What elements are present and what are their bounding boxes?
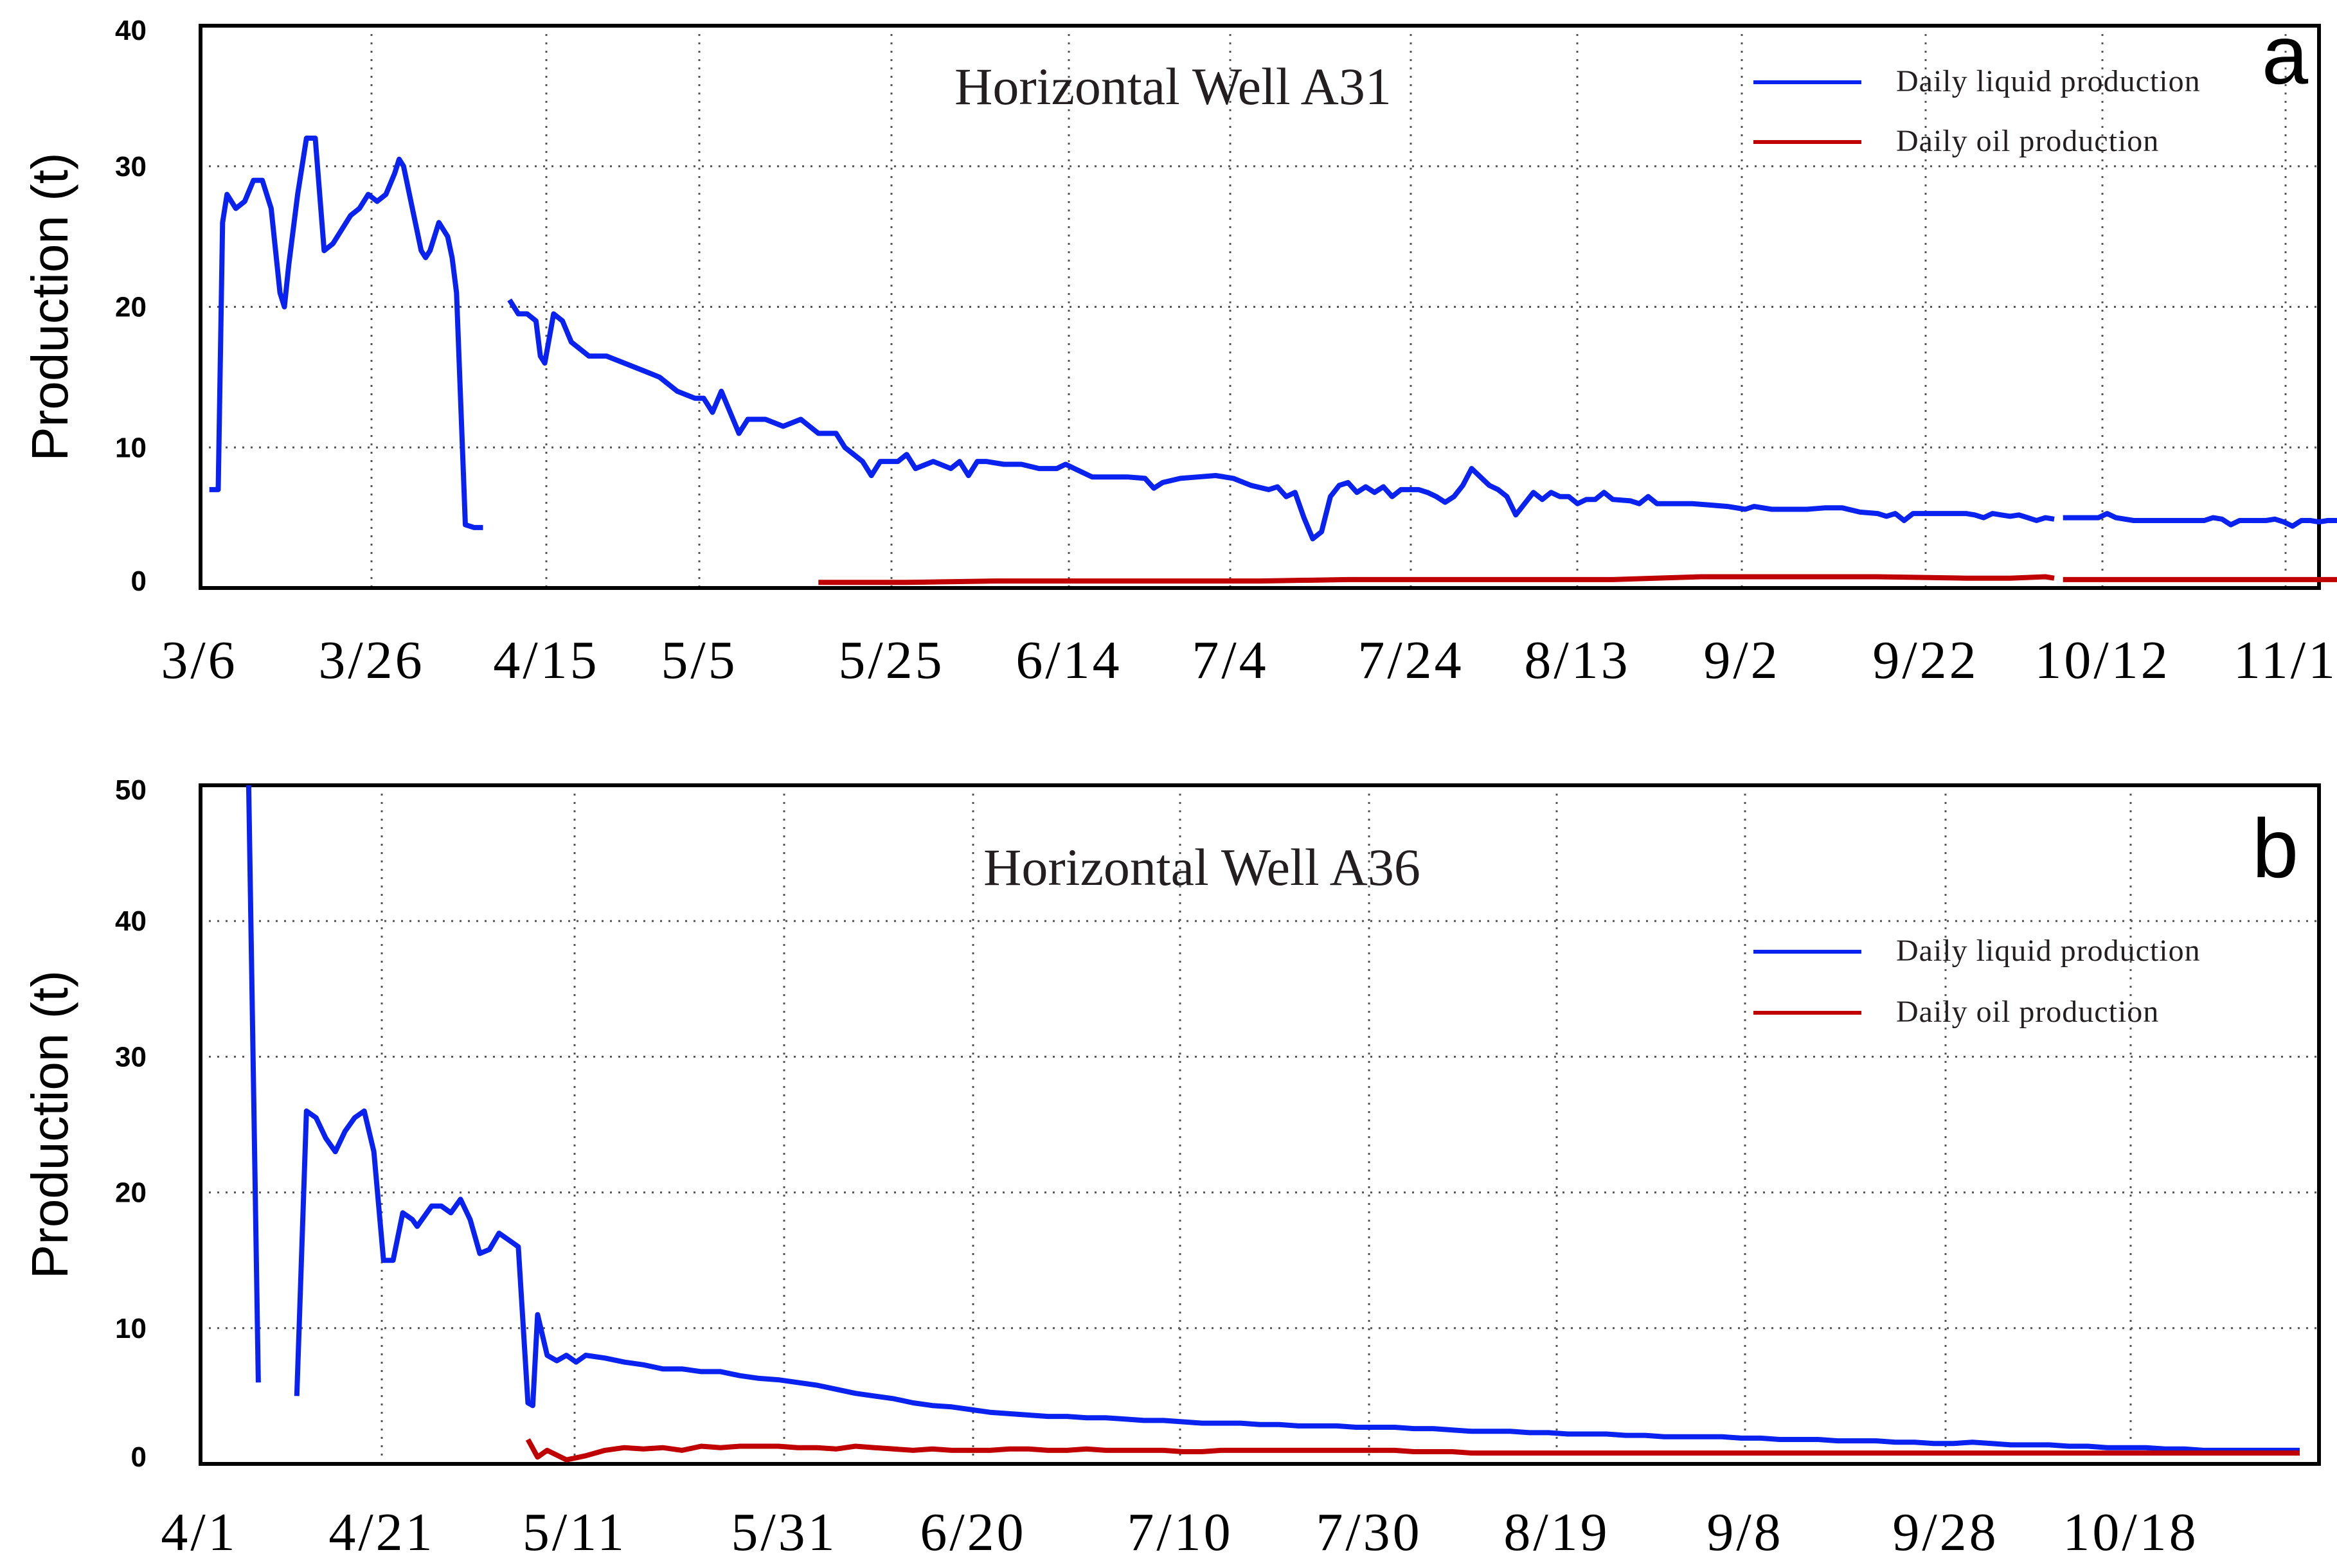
x-tick-label: 7/4: [1192, 630, 1268, 690]
x-tick-label: 3/6: [161, 630, 237, 690]
legend-label: Daily liquid production: [1896, 64, 2201, 98]
x-tick-label: 11/1: [2234, 630, 2337, 690]
y-tick-label: 30: [115, 1041, 147, 1073]
x-tick-label: 8/13: [1524, 630, 1630, 690]
y-tick-label: 10: [115, 432, 147, 463]
x-tick-label: 5/11: [523, 1502, 627, 1562]
panel-a: 0 10 20 30 40 3/6 3/26 4/15 5/5 5/25 6/14 7/4 7/24 8/…: [21, 8, 2337, 690]
y-tick-label: 20: [115, 1177, 147, 1209]
liquid-production-line: [246, 785, 261, 1383]
legend-label: Daily oil production: [1896, 995, 2159, 1029]
panel-letter: a: [2262, 8, 2309, 102]
oil-production-line: [525, 1438, 2300, 1463]
y-axis-label: Production (t): [21, 152, 78, 461]
liquid-production-line: [2063, 511, 2337, 529]
plot-frame: [199, 24, 2321, 590]
x-tick-label: 10/18: [2063, 1502, 2198, 1562]
x-tick-label: 4/15: [493, 630, 599, 690]
y-tick-label: 10: [115, 1313, 147, 1344]
x-tick-label: 9/8: [1706, 1502, 1783, 1562]
liquid-production-line: [209, 136, 483, 530]
x-tick-label: 7/10: [1127, 1502, 1233, 1562]
x-tick-label: 9/22: [1872, 630, 1978, 690]
y-tick-label: 50: [115, 774, 147, 806]
liquid-production-line: [294, 1108, 2300, 1453]
x-tick-label: 6/20: [920, 1502, 1026, 1562]
x-tick-label: 5/5: [661, 630, 737, 690]
x-tick-label: 8/19: [1503, 1502, 1609, 1562]
x-tick-label: 4/1: [161, 1502, 237, 1562]
x-tick-label: 5/31: [731, 1502, 837, 1562]
x-tick-label: 3/26: [318, 630, 424, 690]
x-tick-label: 9/28: [1892, 1502, 1998, 1562]
chart-title: Horizontal Well A31: [954, 57, 1392, 116]
y-tick-label: 0: [131, 1441, 147, 1473]
legend-label: Daily liquid production: [1896, 934, 2201, 968]
liquid-production-line: [507, 298, 2055, 542]
x-tick-label: 10/12: [2034, 630, 2170, 690]
plot-frame: [199, 783, 2321, 1466]
x-tick-label: 5/25: [838, 630, 944, 690]
panel-letter: b: [2252, 801, 2298, 895]
y-tick-label: 20: [115, 292, 147, 323]
y-tick-label: 40: [115, 15, 147, 46]
oil-production-line: [818, 574, 2055, 585]
y-axis-label: Production (t): [21, 970, 78, 1279]
panel-b: 0 10 20 30 40 50 4/1 4/21 5/11 5/31 6/20 7/10 7/30 8/…: [21, 774, 2321, 1562]
x-tick-label: 7/24: [1357, 630, 1464, 690]
x-tick-label: 4/21: [328, 1502, 434, 1562]
chart-title: Horizontal Well A36: [983, 838, 1420, 896]
y-tick-label: 40: [115, 905, 147, 937]
y-tick-label: 0: [131, 566, 147, 597]
x-tick-label: 7/30: [1316, 1502, 1422, 1562]
x-tick-label: 6/14: [1016, 630, 1122, 690]
legend-label: Daily oil production: [1896, 124, 2159, 158]
x-tick-label: 9/2: [1703, 630, 1780, 690]
y-tick-label: 30: [115, 151, 147, 183]
